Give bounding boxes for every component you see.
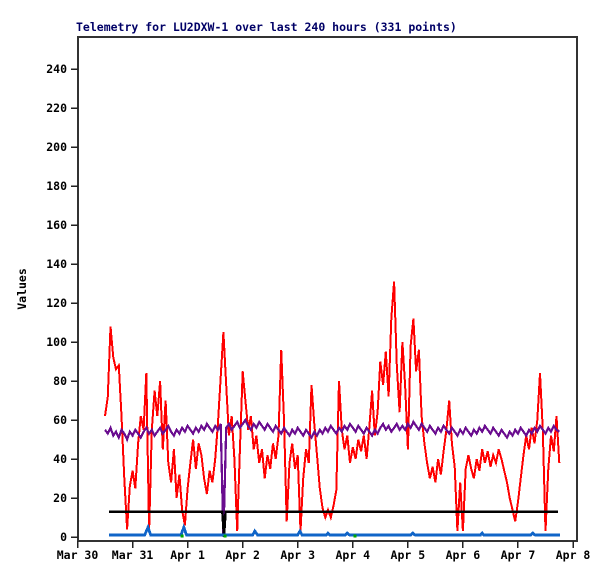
x-tick-label: Apr 8 (556, 548, 591, 562)
y-axis-ticks: 0 20 40 60 80 100 120 140 160 180 200 220 240 (46, 62, 78, 544)
y-tick-label: 240 (46, 62, 67, 76)
y-tick-label: 140 (46, 257, 67, 271)
series-channel-green (180, 534, 357, 538)
series-channel-purple (104, 417, 560, 538)
y-axis-label: Values (15, 268, 29, 310)
x-tick-label: Mar 31 (112, 548, 154, 562)
data-dot (223, 534, 227, 538)
x-tick-label: Apr 3 (280, 548, 315, 562)
x-axis-ticks: Mar 30 Mar 31 Apr 1 Apr 2 Apr 3 Apr 4 Apr 5 Apr… (57, 541, 591, 562)
chart-title: Telemetry for LU2DXW-1 over last 240 hou… (76, 20, 457, 34)
y-tick-label: 180 (46, 179, 67, 193)
x-tick-label: Apr 7 (501, 548, 536, 562)
y-tick-label: 120 (46, 296, 67, 310)
x-tick-label: Apr 2 (225, 548, 260, 562)
y-tick-label: 60 (53, 413, 67, 427)
data-line (108, 523, 560, 537)
y-tick-label: 80 (53, 374, 67, 388)
y-tick-label: 220 (46, 101, 67, 115)
x-tick-label: Mar 30 (57, 548, 99, 562)
data-dot (353, 534, 357, 538)
y-tick-label: 160 (46, 218, 67, 232)
data-line (108, 510, 559, 538)
y-tick-label: 20 (53, 491, 67, 505)
y-tick-label: 40 (53, 452, 67, 466)
series-channel-blue (108, 523, 560, 537)
data-dot (180, 534, 184, 538)
plot-border (77, 36, 578, 542)
data-line (104, 417, 560, 538)
series-channel-red (104, 281, 561, 532)
y-tick-label: 100 (46, 335, 67, 349)
y-tick-label: 0 (60, 530, 67, 544)
x-tick-label: Apr 4 (335, 548, 370, 562)
y-tick-label: 200 (46, 140, 67, 154)
x-tick-label: Apr 5 (391, 548, 426, 562)
series-channel-black (108, 510, 559, 538)
x-tick-label: Apr 1 (170, 548, 205, 562)
data-line (104, 281, 561, 532)
x-tick-label: Apr 6 (446, 548, 481, 562)
